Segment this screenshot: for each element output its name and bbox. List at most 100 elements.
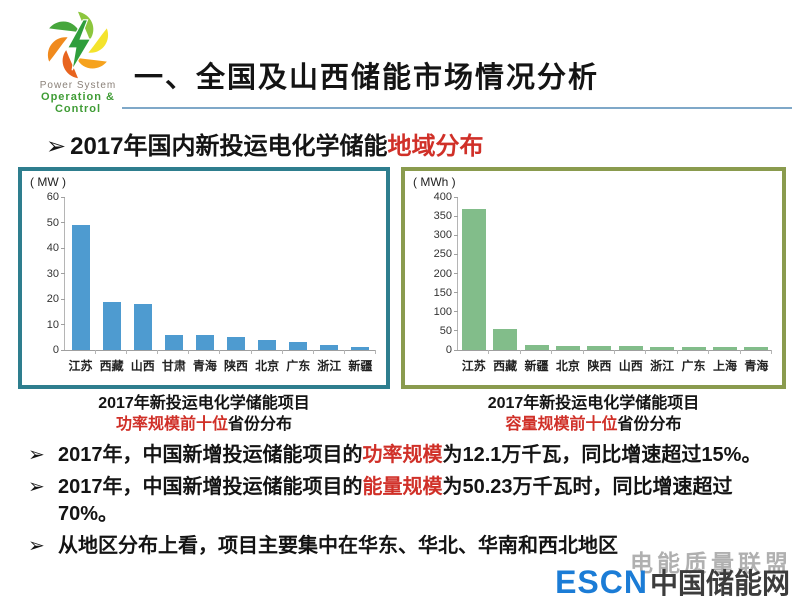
caption-highlight: 容量规模前十位 — [505, 416, 618, 433]
bullet-arrow-icon: ➢ — [28, 535, 45, 557]
subtitle-highlight: 地域分布 — [387, 133, 484, 160]
x-axis-label: 江苏 — [68, 359, 93, 373]
bar-新疆: 新疆 — [521, 197, 553, 373]
power-chart-caption: 2017年新投运电化学储能项目 功率规模前十位省份分布 — [18, 393, 390, 435]
y-tick: 250 — [412, 248, 458, 260]
y-tick: 150 — [412, 287, 458, 299]
y-tick: 400 — [412, 191, 458, 203]
x-axis-label: 浙江 — [650, 359, 675, 373]
capacity-bar-chart: ( MWh ) 0 50 100 150 200 250 300 350 400 江苏 西藏 新疆北… — [401, 167, 786, 389]
title-underline — [122, 107, 792, 109]
x-axis-label: 上海 — [712, 359, 737, 373]
y-tick: 60 — [19, 191, 65, 203]
escn-logo: ESCN 中国储能网 — [555, 562, 790, 602]
x-axis-label: 新疆 — [524, 359, 549, 373]
capacity-chart-caption: 2017年新投运电化学储能项目 容量规模前十位省份分布 — [401, 393, 786, 435]
bar-青海: 青海 — [741, 197, 773, 373]
escn-logo-en: ESCN — [555, 564, 648, 600]
bullet-item-region: ➢ 从地区分布上看，项目主要集中在华东、华北、华南和西北地区 — [28, 533, 780, 560]
y-tick: 50 — [19, 217, 65, 229]
bar-上海: 上海 — [709, 197, 742, 373]
plot-area: 0 10 20 30 40 50 60 江苏 西藏 山西 甘肃 青海 陕西 北京 广东 浙江 新疆 — [47, 191, 377, 373]
bullet-text: 2017年，中国新增投运储能项目的 — [58, 476, 363, 498]
bar-西藏: 西藏 — [489, 197, 522, 373]
caption-line1: 2017年新投运电化学储能项目 — [98, 395, 310, 412]
bar-西藏: 西藏 — [96, 197, 128, 373]
y-tick: 50 — [412, 325, 458, 337]
caption-line2: 容量规模前十位省份分布 — [401, 414, 786, 435]
bullet-text: 2017年，中国新增投运储能项目的 — [58, 444, 363, 466]
bar-浙江: 浙江 — [646, 197, 679, 373]
caption-line2: 功率规模前十位省份分布 — [18, 414, 390, 435]
bars: 江苏 西藏 山西 甘肃 青海 陕西 北京 广东 浙江 新疆 — [65, 197, 377, 373]
bullet-item-energy: ➢ 2017年，中国新增投运储能项目的能量规模为50.23万千瓦时，同比增速超过7… — [28, 474, 780, 528]
x-axis-label: 陕西 — [224, 359, 249, 373]
logo-brand-line2: Operation & Control — [41, 91, 115, 115]
x-axis-label: 广东 — [681, 359, 706, 373]
bullet-text: 为12.1万千瓦，同比增速超过15%。 — [442, 444, 762, 466]
x-axis-label: 山西 — [130, 359, 155, 373]
x-axis-label: 甘肃 — [161, 359, 186, 373]
x-axis-label: 浙江 — [317, 359, 342, 373]
subtitle-arrow-icon: ➢ — [46, 133, 67, 160]
x-axis-label: 北京 — [255, 359, 280, 373]
bullet-arrow-icon: ➢ — [28, 444, 45, 466]
bullet-item-power: ➢ 2017年，中国新增投运储能项目的功率规模为12.1万千瓦，同比增速超过15%… — [28, 442, 780, 469]
bar-山西: 山西 — [127, 197, 159, 373]
power-bar-chart: ( MW ) 0 10 20 30 40 50 60 江苏 西藏 山西 甘肃 青海 陕西 北京 广东 浙江新… — [18, 167, 390, 389]
bullet-highlight: 能量规模 — [362, 476, 443, 498]
y-tick: 300 — [412, 229, 458, 241]
bars: 江苏 西藏 新疆 北京 陕西 山西 浙江 广东 上海 青海 — [458, 197, 773, 373]
caption-tail: 省份分布 — [228, 416, 293, 433]
plot-area: 0 50 100 150 200 250 300 350 400 江苏 西藏 新疆 北京 陕西 山西 浙江广… — [434, 191, 773, 373]
captions-row: 2017年新投运电化学储能项目 功率规模前十位省份分布 2017年新投运电化学储… — [18, 393, 786, 435]
y-tick: 0 — [412, 344, 458, 356]
bar-浙江: 浙江 — [314, 197, 345, 373]
y-tick: 100 — [412, 306, 458, 318]
y-tick: 40 — [19, 242, 65, 254]
y-axis-unit: ( MWh ) — [413, 175, 456, 189]
power-system-logo: Power System Operation & Control — [24, 8, 132, 115]
subtitle-text: 2017年国内新投运电化学储能 — [70, 133, 388, 160]
bullet-text: 从地区分布上看，项目主要集中在华东、华北、华南和西北地区 — [58, 535, 618, 557]
x-axis-label: 广东 — [286, 359, 311, 373]
y-axis-unit: ( MW ) — [30, 175, 66, 189]
x-axis-label: 陕西 — [587, 359, 612, 373]
logo-brand-line1: Power System — [39, 80, 117, 91]
bar-北京: 北京 — [552, 197, 585, 373]
bar-甘肃: 甘肃 — [158, 197, 190, 373]
x-axis-label: 新疆 — [348, 359, 373, 373]
charts-row: ( MW ) 0 10 20 30 40 50 60 江苏 西藏 山西 甘肃 青海 陕西 北京 广东 浙江新… — [18, 167, 786, 389]
pinwheel-lightning-icon — [48, 11, 108, 79]
bullet-highlight: 功率规模 — [362, 444, 443, 466]
y-tick: 200 — [412, 268, 458, 280]
page-title: 一、全国及山西储能市场情况分析 — [134, 62, 600, 94]
y-tick: 10 — [19, 319, 65, 331]
bar-北京: 北京 — [252, 197, 283, 373]
x-axis-label: 西藏 — [493, 359, 518, 373]
bar-陕西: 陕西 — [584, 197, 616, 373]
x-axis-label: 青海 — [744, 359, 769, 373]
bar-江苏: 江苏 — [458, 197, 490, 373]
y-tick: 350 — [412, 210, 458, 222]
caption-highlight: 功率规模前十位 — [115, 416, 228, 433]
y-tick: 30 — [19, 268, 65, 280]
bullet-list: ➢ 2017年，中国新增投运储能项目的功率规模为12.1万千瓦，同比增速超过15%… — [28, 442, 780, 565]
watermark-text: 电能质量联盟 — [630, 550, 792, 576]
x-axis-label: 山西 — [618, 359, 643, 373]
x-axis-label: 北京 — [555, 359, 580, 373]
bar-广东: 广东 — [283, 197, 314, 373]
bar-广东: 广东 — [678, 197, 710, 373]
bar-青海: 青海 — [189, 197, 221, 373]
bar-江苏: 江苏 — [65, 197, 97, 373]
escn-logo-cn: 中国储能网 — [649, 568, 790, 599]
y-tick: 20 — [19, 293, 65, 305]
x-axis-label: 青海 — [192, 359, 217, 373]
caption-tail: 省份分布 — [617, 416, 682, 433]
bullet-text: 为50.23万千瓦时，同比增速超过70%。 — [58, 476, 733, 525]
caption-line1: 2017年新投运电化学储能项目 — [487, 395, 700, 412]
bar-新疆: 新疆 — [345, 197, 377, 373]
bar-山西: 山西 — [615, 197, 647, 373]
section-subtitle: ➢ 2017年国内新投运电化学储能地域分布 — [46, 126, 484, 161]
y-tick: 0 — [19, 344, 65, 356]
